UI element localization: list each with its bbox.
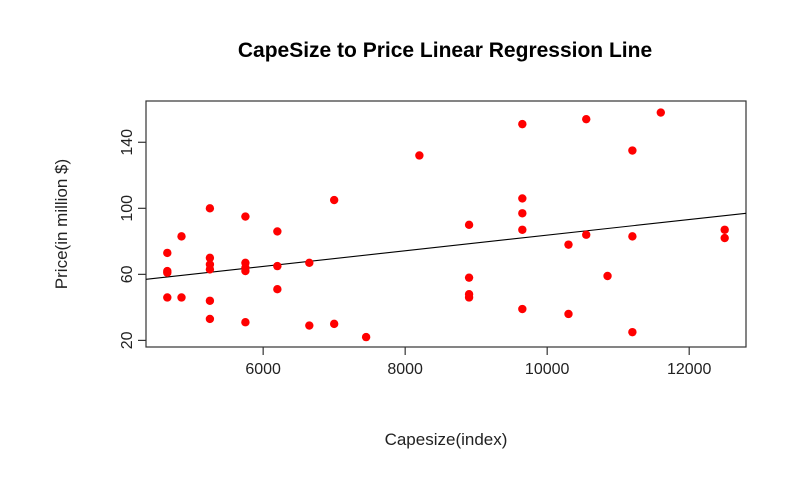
y-axis: 20 60 100 140 bbox=[119, 129, 146, 349]
data-point bbox=[564, 309, 573, 319]
data-point bbox=[205, 253, 215, 263]
data-point bbox=[205, 296, 215, 305]
data-point bbox=[241, 212, 250, 221]
data-point bbox=[582, 114, 591, 124]
x-tick-label: 10000 bbox=[525, 361, 570, 378]
data-point bbox=[720, 225, 729, 234]
data-point bbox=[163, 248, 172, 258]
data-point bbox=[464, 220, 474, 230]
data-point bbox=[518, 209, 527, 218]
data-point bbox=[163, 268, 172, 277]
x-axis-label: Capesize(index) bbox=[385, 430, 508, 449]
data-point bbox=[518, 119, 527, 129]
data-point bbox=[273, 227, 282, 236]
data-point bbox=[177, 232, 186, 241]
data-point bbox=[177, 293, 186, 302]
chart-title: CapeSize to Price Linear Regression Line bbox=[238, 39, 652, 62]
x-tick-label: 12000 bbox=[667, 361, 712, 378]
data-point bbox=[518, 194, 527, 203]
regression-line-group bbox=[145, 212, 747, 280]
data-point bbox=[305, 321, 314, 330]
y-tick-label: 100 bbox=[119, 195, 136, 222]
data-point bbox=[163, 293, 172, 302]
x-axis: 6000 8000 10000 12000 bbox=[245, 347, 712, 378]
data-point bbox=[415, 151, 424, 160]
y-tick-label: 60 bbox=[119, 265, 136, 283]
data-point bbox=[603, 271, 612, 281]
x-tick-label: 6000 bbox=[245, 361, 281, 378]
data-point bbox=[205, 265, 215, 274]
y-axis-label: Price(in million $) bbox=[52, 159, 71, 289]
data-point bbox=[518, 304, 527, 314]
data-point bbox=[628, 327, 637, 337]
data-point bbox=[329, 195, 339, 205]
data-point bbox=[656, 108, 665, 117]
x-tick-label: 8000 bbox=[387, 361, 423, 378]
data-point bbox=[518, 225, 527, 234]
data-point bbox=[628, 146, 637, 155]
y-tick-label: 140 bbox=[119, 129, 136, 156]
data-point bbox=[205, 204, 215, 213]
data-point bbox=[628, 232, 637, 241]
data-point bbox=[582, 230, 591, 239]
data-point bbox=[564, 240, 573, 249]
data-point bbox=[305, 258, 314, 267]
data-point bbox=[361, 332, 371, 342]
data-points bbox=[163, 108, 729, 342]
regression-line bbox=[145, 212, 747, 280]
data-point bbox=[205, 314, 215, 324]
data-point bbox=[241, 318, 250, 327]
data-point bbox=[464, 273, 474, 282]
data-point bbox=[273, 285, 282, 294]
y-tick-label: 20 bbox=[119, 331, 136, 349]
data-point bbox=[329, 319, 339, 329]
data-point bbox=[241, 266, 250, 276]
data-point bbox=[464, 293, 474, 302]
plot-frame bbox=[145, 100, 747, 348]
data-point bbox=[720, 233, 729, 243]
data-point bbox=[273, 261, 282, 271]
